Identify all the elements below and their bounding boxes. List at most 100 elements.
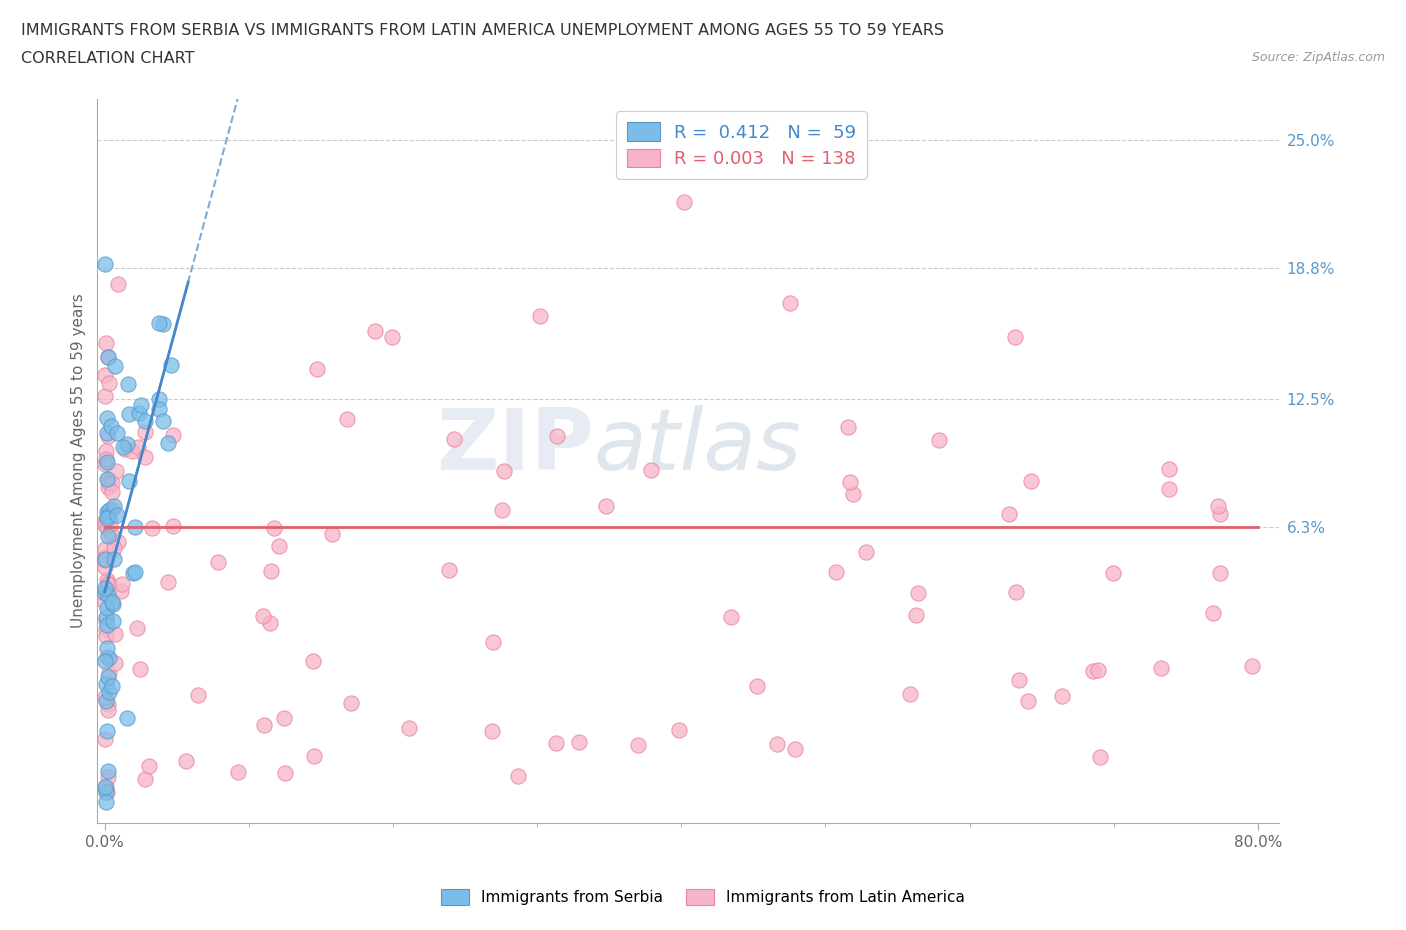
Point [1241, 658, 1264, 673]
Point [96, 515, 118, 530]
Point [107, 535, 129, 550]
Point [98, 516, 121, 531]
Point [640, 462, 662, 477]
Point [127, 440, 149, 455]
Point [682, 164, 704, 179]
Point [104, 358, 127, 373]
Point [928, 432, 950, 447]
Point [263, 521, 285, 536]
Point [104, 627, 127, 642]
Point [97, 529, 120, 544]
Point [115, 711, 138, 725]
Point [157, 436, 180, 451]
Point [98, 666, 121, 681]
Point [855, 545, 877, 560]
Point [118, 406, 141, 421]
Point [785, 741, 807, 756]
Point [905, 608, 928, 623]
Point [97, 697, 120, 711]
Point [94, 795, 117, 810]
Point [839, 474, 862, 489]
Point [187, 687, 209, 702]
Point [305, 362, 328, 377]
Point [340, 696, 363, 711]
Point [134, 772, 156, 787]
Point [101, 501, 124, 516]
Point [96, 778, 118, 793]
Point [94, 622, 117, 637]
Point [94, 629, 117, 644]
Point [101, 475, 124, 490]
Point [156, 575, 179, 590]
Point [97, 503, 120, 518]
Point [398, 721, 420, 736]
Point [93, 542, 115, 557]
Point [162, 428, 184, 443]
Point [97, 479, 120, 494]
Point [720, 609, 742, 624]
Point [103, 541, 125, 556]
Point [97, 475, 120, 490]
Point [1087, 663, 1109, 678]
Point [508, 769, 530, 784]
Legend: R =  0.412   N =  59, R = 0.003   N = 138: R = 0.412 N = 59, R = 0.003 N = 138 [616, 112, 868, 179]
Point [765, 737, 787, 751]
Point [148, 316, 170, 331]
Point [481, 724, 503, 738]
Point [111, 439, 134, 454]
Point [321, 526, 343, 541]
Point [111, 577, 134, 591]
Legend: Immigrants from Serbia, Immigrants from Latin America: Immigrants from Serbia, Immigrants from … [436, 883, 970, 911]
Point [97, 580, 120, 595]
Point [129, 397, 152, 412]
Point [94, 731, 117, 746]
Point [302, 654, 325, 669]
Point [96, 510, 118, 525]
Point [97, 764, 120, 778]
Point [94, 586, 117, 601]
Point [260, 564, 283, 578]
Point [336, 412, 359, 427]
Point [97, 511, 120, 525]
Point [1102, 565, 1125, 580]
Point [842, 486, 865, 501]
Point [627, 737, 650, 752]
Point [96, 504, 118, 519]
Point [134, 424, 156, 439]
Point [97, 576, 120, 591]
Point [97, 588, 120, 603]
Point [94, 613, 117, 628]
Text: atlas: atlas [593, 405, 801, 488]
Point [94, 550, 117, 565]
Point [118, 474, 141, 489]
Point [101, 614, 124, 629]
Point [672, 194, 695, 209]
Point [96, 521, 118, 536]
Point [94, 580, 117, 595]
Point [226, 764, 249, 779]
Point [96, 601, 118, 616]
Point [94, 257, 117, 272]
Point [101, 595, 124, 610]
Point [1088, 750, 1111, 764]
Point [134, 413, 156, 428]
Point [94, 654, 117, 669]
Point [437, 563, 460, 578]
Point [124, 520, 146, 535]
Point [546, 429, 568, 444]
Point [1052, 688, 1074, 703]
Point [160, 358, 183, 373]
Point [96, 785, 118, 800]
Point [1208, 506, 1230, 521]
Point [274, 765, 297, 780]
Text: Source: ZipAtlas.com: Source: ZipAtlas.com [1251, 51, 1385, 64]
Point [100, 485, 122, 499]
Point [97, 350, 120, 365]
Point [103, 498, 125, 513]
Point [259, 616, 281, 631]
Point [94, 513, 117, 528]
Point [252, 608, 274, 623]
Point [1081, 664, 1104, 679]
Point [898, 686, 921, 701]
Text: CORRELATION CHART: CORRELATION CHART [21, 51, 194, 66]
